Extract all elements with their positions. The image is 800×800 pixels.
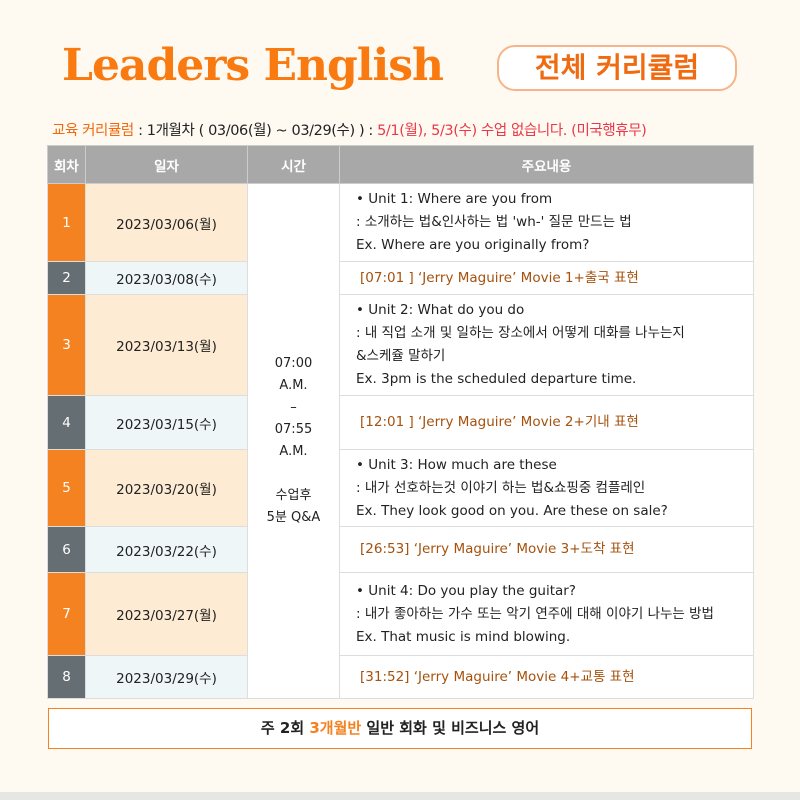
session-content: • Unit 3: How much are these : 내가 선호하는것 이… bbox=[339, 449, 754, 527]
content-line: : 소개하는 법&인사하는 법 'wh-' 질문 만드는 법 bbox=[356, 214, 632, 230]
curriculum-badge: 전체 커리큘럼 bbox=[497, 45, 737, 91]
session-content: [07:01 ] ‘Jerry Maguire’ Movie 1+출국 표현 bbox=[339, 261, 754, 295]
content-line: • Unit 4: Do you play the guitar? bbox=[356, 582, 576, 599]
content-line: Ex. Where are you originally from? bbox=[356, 237, 590, 253]
session-number: 4 bbox=[47, 395, 86, 450]
table-row: 6 2023/03/22(수) [26:53] ‘Jerry Maguire’ Mo… bbox=[47, 526, 754, 573]
session-content: [12:01 ] ‘Jerry Maguire’ Movie 2+기내 표현 bbox=[339, 395, 754, 450]
session-content: • Unit 2: What do you do : 내 직업 소개 및 일하는 … bbox=[339, 294, 754, 396]
content-line: &스케쥴 말하기 bbox=[356, 348, 446, 364]
col-header-date: 일자 bbox=[85, 145, 248, 184]
time-line: 07:00 bbox=[274, 356, 313, 371]
session-number: 8 bbox=[47, 655, 86, 699]
time-line: 07:55 bbox=[274, 422, 313, 437]
subtitle-notice: 5/1(월), 5/3(수) 수업 없습니다. (미국행휴무) bbox=[377, 123, 647, 139]
col-header-time: 시간 bbox=[247, 145, 340, 184]
curriculum-subtitle: 교육 커리큘럼 : 1개월차 ( 03/06(월) ~ 03/29(수) ) :… bbox=[52, 119, 647, 140]
session-number: 7 bbox=[47, 572, 86, 656]
content-line: Ex. 3pm is the scheduled departure time. bbox=[356, 371, 637, 387]
table-row: 7 2023/03/27(월) • Unit 4: Do you play the … bbox=[47, 572, 754, 656]
content-line: : 내가 좋아하는 가수 또는 악기 연주에 대해 이야기 나누는 방법 bbox=[356, 605, 714, 622]
content-line: • Unit 2: What do you do bbox=[356, 302, 525, 318]
movie-lesson: [12:01 ] ‘Jerry Maguire’ Movie 2+기내 표현 bbox=[360, 414, 639, 430]
session-date: 2023/03/06(월) bbox=[85, 183, 248, 262]
session-number: 1 bbox=[47, 183, 86, 262]
session-date: 2023/03/15(수) bbox=[85, 395, 248, 450]
subtitle-period: : 1개월차 ( 03/06(월) ~ 03/29(수) ) : bbox=[133, 123, 378, 139]
session-date: 2023/03/27(월) bbox=[85, 572, 248, 656]
session-date: 2023/03/08(수) bbox=[85, 261, 248, 295]
summary-type: 일반 회화 및 비즈니스 영어 bbox=[361, 719, 540, 737]
session-date: 2023/03/13(월) bbox=[85, 294, 248, 396]
table-row: 4 2023/03/15(수) [12:01 ] ‘Jerry Maguire’ M… bbox=[47, 395, 754, 450]
session-content: • Unit 1: Where are you from : 소개하는 법&인사하… bbox=[339, 183, 754, 262]
page-title: Leaders English bbox=[62, 40, 444, 91]
time-line: A.M. bbox=[279, 444, 308, 459]
session-number: 5 bbox=[47, 449, 86, 527]
curriculum-table: 회차 일자 시간 주요내용 1 2023/03/06(월) 07:00 A.M. –07… bbox=[47, 145, 754, 699]
time-line bbox=[248, 463, 339, 485]
time-line: A.M. bbox=[279, 378, 308, 393]
movie-lesson: [26:53] ‘Jerry Maguire’ Movie 3+도착 표현 bbox=[360, 541, 635, 557]
content-line: • Unit 1: Where are you from bbox=[356, 191, 553, 207]
summary-duration: 3개월반 bbox=[309, 719, 362, 737]
session-number: 3 bbox=[47, 294, 86, 396]
content-line: : 내 직업 소개 및 일하는 장소에서 어떻게 대화를 나누는지 bbox=[356, 325, 685, 341]
summary-frequency: 주 2회 bbox=[260, 719, 310, 737]
subtitle-label: 교육 커리큘럼 bbox=[52, 123, 134, 139]
movie-lesson: [31:52] ‘Jerry Maguire’ Movie 4+교통 표현 bbox=[360, 668, 635, 685]
table-row: 8 2023/03/29(수) [31:52] ‘Jerry Maguire’ Mo… bbox=[47, 655, 754, 699]
time-line: – bbox=[290, 400, 297, 415]
session-date: 2023/03/22(수) bbox=[85, 526, 248, 573]
table-row: 5 2023/03/20(월) • Unit 3: How much are the… bbox=[47, 449, 754, 527]
col-header-content: 주요내용 bbox=[339, 145, 754, 184]
session-content: [26:53] ‘Jerry Maguire’ Movie 3+도착 표현 bbox=[339, 526, 754, 573]
content-line: Ex. They look good on you. Are these on … bbox=[356, 502, 668, 519]
col-header-session: 회차 bbox=[47, 145, 86, 184]
content-line: • Unit 3: How much are these bbox=[356, 456, 557, 473]
course-summary: 주 2회 3개월반 일반 회화 및 비즈니스 영어 bbox=[48, 708, 752, 749]
session-time: 07:00 A.M. – 07:55 A.M. 수업후 5분 Q&A bbox=[247, 183, 340, 699]
session-content: • Unit 4: Do you play the guitar? : 내가 좋아… bbox=[339, 572, 754, 656]
table-row: 2 2023/03/08(수) [07:01 ] ‘Jerry Maguire’ M… bbox=[47, 261, 754, 295]
movie-lesson: [07:01 ] ‘Jerry Maguire’ Movie 1+출국 표현 bbox=[360, 269, 639, 286]
time-line: 5분 Q&A bbox=[266, 510, 321, 525]
bottom-divider bbox=[0, 792, 800, 800]
table-row: 3 2023/03/13(월) • Unit 2: What do you do : … bbox=[47, 294, 754, 396]
time-line: 수업후 bbox=[275, 488, 312, 503]
session-date: 2023/03/29(수) bbox=[85, 655, 248, 699]
session-date: 2023/03/20(월) bbox=[85, 449, 248, 527]
session-number: 6 bbox=[47, 526, 86, 573]
session-number: 2 bbox=[47, 261, 86, 295]
session-content: [31:52] ‘Jerry Maguire’ Movie 4+교통 표현 bbox=[339, 655, 754, 699]
table-row: 1 2023/03/06(월) 07:00 A.M. – 07:55 A.M. 수업후 5분 Q… bbox=[47, 183, 754, 699]
content-line: Ex. That music is mind blowing. bbox=[356, 628, 571, 645]
content-line: : 내가 선호하는것 이야기 하는 법&쇼핑중 컴플레인 bbox=[356, 479, 646, 496]
